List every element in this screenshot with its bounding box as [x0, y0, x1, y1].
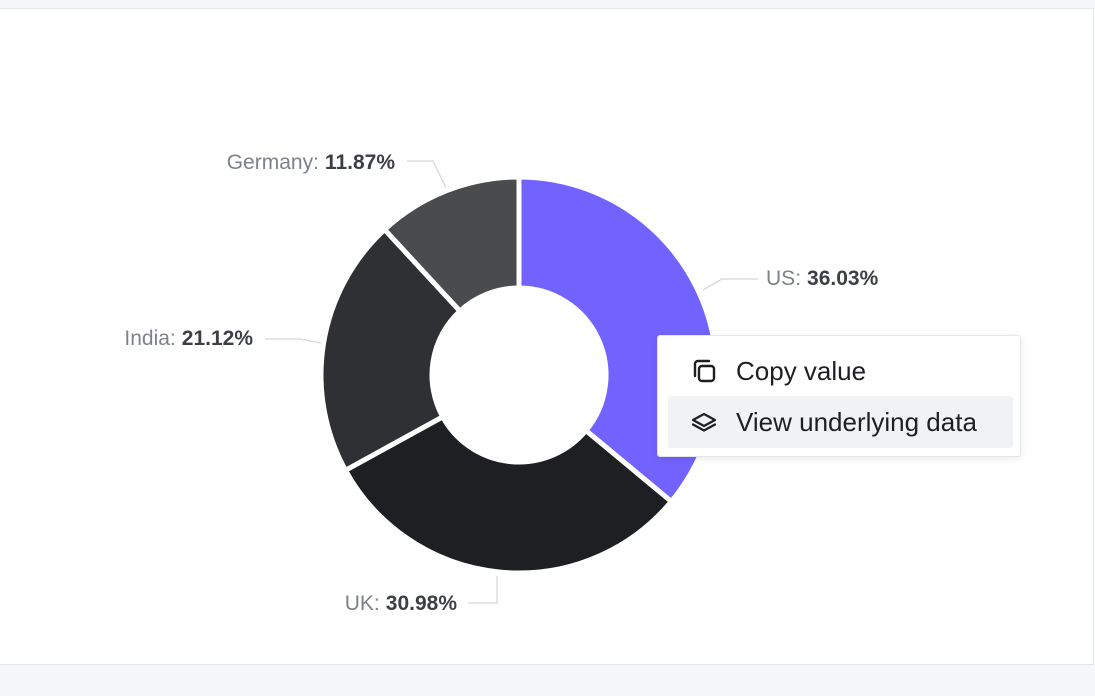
context-menu: Copy value View underlying data — [657, 335, 1021, 457]
slice-name: US — [766, 267, 795, 290]
slice-name: UK — [345, 592, 374, 615]
slice-label: Germany: 11.87% — [227, 151, 396, 174]
menu-item[interactable]: Copy value — [668, 345, 1013, 397]
slice — [382, 174, 522, 314]
copy-icon — [693, 359, 716, 383]
slice — [342, 414, 674, 576]
label-separator: : — [374, 592, 380, 615]
slice-value: 11.87% — [325, 151, 395, 174]
menu-item-label: Copy value — [736, 355, 867, 386]
slice-name: India — [124, 327, 170, 350]
slice-name: Germany — [227, 151, 314, 174]
label-separator: : — [313, 151, 319, 174]
slice-value: 36.03% — [807, 267, 879, 290]
leader-line — [407, 160, 447, 189]
leader-line — [265, 338, 322, 344]
layers-icon — [691, 412, 717, 432]
slice-value: 21.12% — [182, 327, 254, 350]
leader-line — [468, 576, 498, 604]
leader-line — [702, 278, 758, 291]
slice-label: India: 21.12% — [124, 327, 253, 350]
slice-label: US: 36.03% — [766, 267, 879, 290]
label-separator: : — [795, 267, 801, 290]
menu-item-label: View underlying data — [736, 406, 977, 437]
slice-label: UK: 30.98% — [345, 592, 458, 615]
label-separator: : — [170, 327, 176, 350]
slice-value: 30.98% — [386, 592, 458, 615]
menu-item[interactable]: View underlying data — [668, 396, 1013, 448]
slice — [318, 227, 463, 473]
